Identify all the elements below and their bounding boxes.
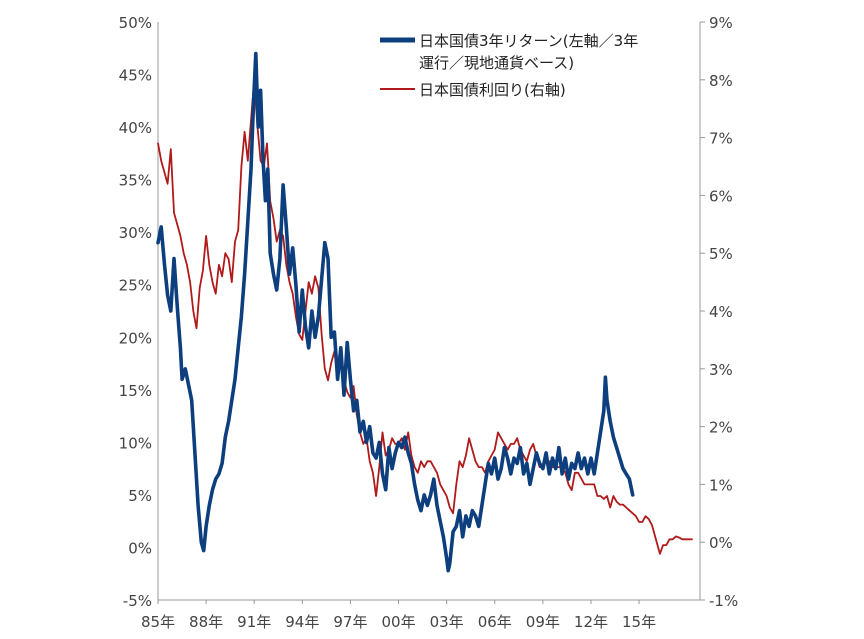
left-tick-label: 25%	[119, 277, 152, 295]
series-line-jgb-yield	[157, 78, 693, 555]
left-tick-label: 5%	[128, 487, 152, 505]
right-tick-label: 6%	[709, 187, 733, 205]
right-tick-label: 3%	[709, 361, 733, 379]
x-tick-label: 03年	[430, 613, 464, 631]
right-tick-label: 0%	[709, 534, 733, 552]
x-tick-label: 00年	[381, 613, 415, 631]
right-tick-label: 9%	[709, 14, 733, 32]
left-tick-label: 45%	[119, 67, 152, 85]
left-tick-label: 0%	[128, 539, 152, 557]
x-tick-label: 15年	[622, 613, 656, 631]
right-tick-label: 1%	[709, 476, 733, 494]
left-axis-ticks: -5% 0% 5% 10% 15% 20% 25% 30% 35% 40% 45% 50%	[119, 14, 152, 610]
left-tick-label: -5%	[123, 592, 152, 610]
right-tick-label: 5%	[709, 245, 733, 263]
legend-label-return-line2: 運行／現地通貨ベース)	[419, 54, 574, 72]
x-tick-label: 94年	[285, 613, 319, 631]
right-tick-label: -1%	[709, 592, 738, 610]
x-tick-label: 88年	[189, 613, 223, 631]
series-line-jgb-3y-return	[156, 51, 635, 573]
x-tick-label: 97年	[333, 613, 367, 631]
right-tick-label: 8%	[709, 72, 733, 90]
legend-label-return-line1: 日本国債3年リターン(左軸／3年	[419, 32, 638, 50]
x-axis-ticks: 85年 88年 91年 94年 97年 00年 03年 06年 09年 12年 15年	[141, 600, 656, 631]
x-tick-label: 85年	[141, 613, 175, 631]
right-tick-label: 7%	[709, 130, 733, 148]
x-tick-label: 09年	[526, 613, 560, 631]
legend: 日本国債3年リターン(左軸／3年 運行／現地通貨ベース) 日本国債利回り(右軸)	[380, 32, 638, 99]
right-tick-label: 2%	[709, 419, 733, 437]
x-tick-label: 91年	[237, 613, 271, 631]
left-tick-label: 30%	[119, 224, 152, 242]
left-tick-label: 20%	[119, 329, 152, 347]
right-tick-label: 4%	[709, 303, 733, 321]
left-tick-label: 35%	[119, 172, 152, 190]
left-tick-label: 40%	[119, 119, 152, 137]
x-tick-label: 12年	[574, 613, 608, 631]
left-tick-label: 50%	[119, 14, 152, 32]
legend-label-yield: 日本国債利回り(右軸)	[419, 81, 566, 99]
left-tick-label: 10%	[119, 434, 152, 452]
left-tick-label: 15%	[119, 382, 152, 400]
series-layer	[156, 51, 693, 573]
plot-area	[157, 22, 701, 601]
right-axis-ticks: -1% 0% 1% 2% 3% 4% 5% 6% 7% 8% 9%	[700, 14, 738, 610]
x-tick-label: 06年	[478, 613, 512, 631]
